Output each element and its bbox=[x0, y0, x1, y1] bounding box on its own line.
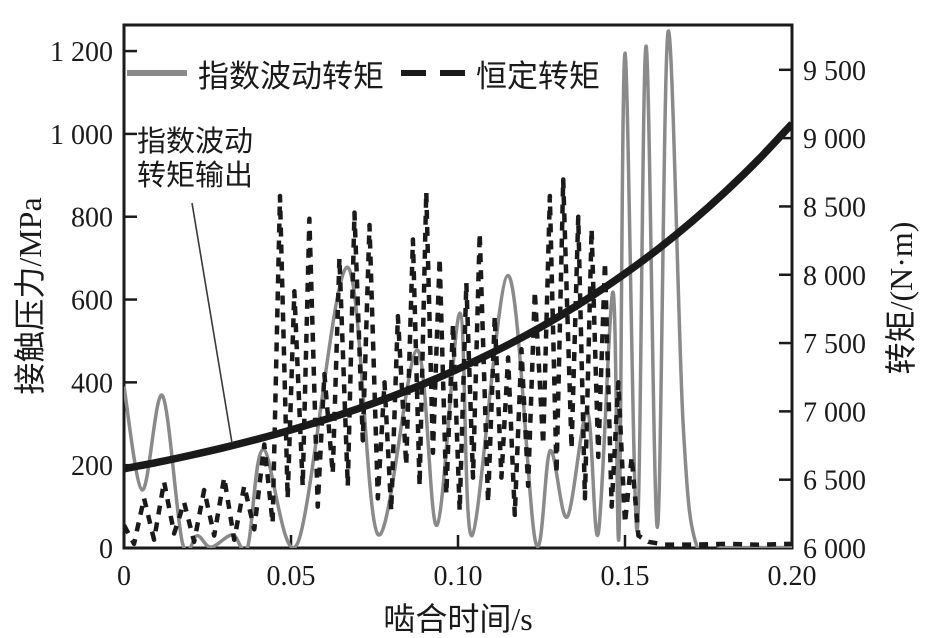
svg-text:9 000: 9 000 bbox=[803, 124, 866, 155]
svg-text:9 500: 9 500 bbox=[803, 56, 866, 87]
y-right-axis-title: 转矩/(N·m) bbox=[883, 221, 919, 375]
x-axis-title: 啮合时间/s bbox=[383, 601, 533, 637]
svg-text:0: 0 bbox=[99, 534, 113, 565]
dashed-black-line-swatch bbox=[401, 70, 465, 76]
svg-text:6 000: 6 000 bbox=[803, 534, 866, 565]
svg-text:7 500: 7 500 bbox=[803, 329, 866, 360]
svg-text:800: 800 bbox=[71, 203, 113, 234]
svg-text:7 000: 7 000 bbox=[803, 397, 866, 428]
svg-text:8 500: 8 500 bbox=[803, 192, 866, 223]
annotation-line-1: 指数波动 bbox=[137, 126, 254, 158]
svg-text:6 500: 6 500 bbox=[803, 466, 866, 497]
svg-text:0.20: 0.20 bbox=[768, 561, 817, 592]
svg-text:200: 200 bbox=[71, 451, 113, 482]
svg-text:1 200: 1 200 bbox=[50, 37, 113, 68]
svg-text:400: 400 bbox=[71, 368, 113, 399]
solid-gray-line-swatch bbox=[127, 70, 187, 76]
svg-text:600: 600 bbox=[71, 286, 113, 317]
legend-label: 指数波动转矩 bbox=[198, 58, 384, 94]
svg-text:0.10: 0.10 bbox=[434, 561, 483, 592]
legend-item-exponential-torque: 指数波动转矩 bbox=[127, 55, 384, 94]
y-left-axis-title: 接触压力/MPa bbox=[12, 197, 48, 395]
svg-text:0.15: 0.15 bbox=[601, 561, 650, 592]
legend-label: 恒定转矩 bbox=[476, 58, 600, 94]
annotation-exponential-torque-output: 指数波动 转矩输出 bbox=[137, 126, 253, 193]
svg-text:1 000: 1 000 bbox=[50, 120, 113, 151]
svg-text:8 000: 8 000 bbox=[803, 261, 866, 292]
svg-text:0: 0 bbox=[117, 561, 131, 592]
annotation-line-2: 转矩输出 bbox=[137, 159, 254, 192]
svg-text:0.05: 0.05 bbox=[267, 561, 316, 592]
legend-item-constant-torque: 恒定转矩 bbox=[401, 55, 600, 94]
